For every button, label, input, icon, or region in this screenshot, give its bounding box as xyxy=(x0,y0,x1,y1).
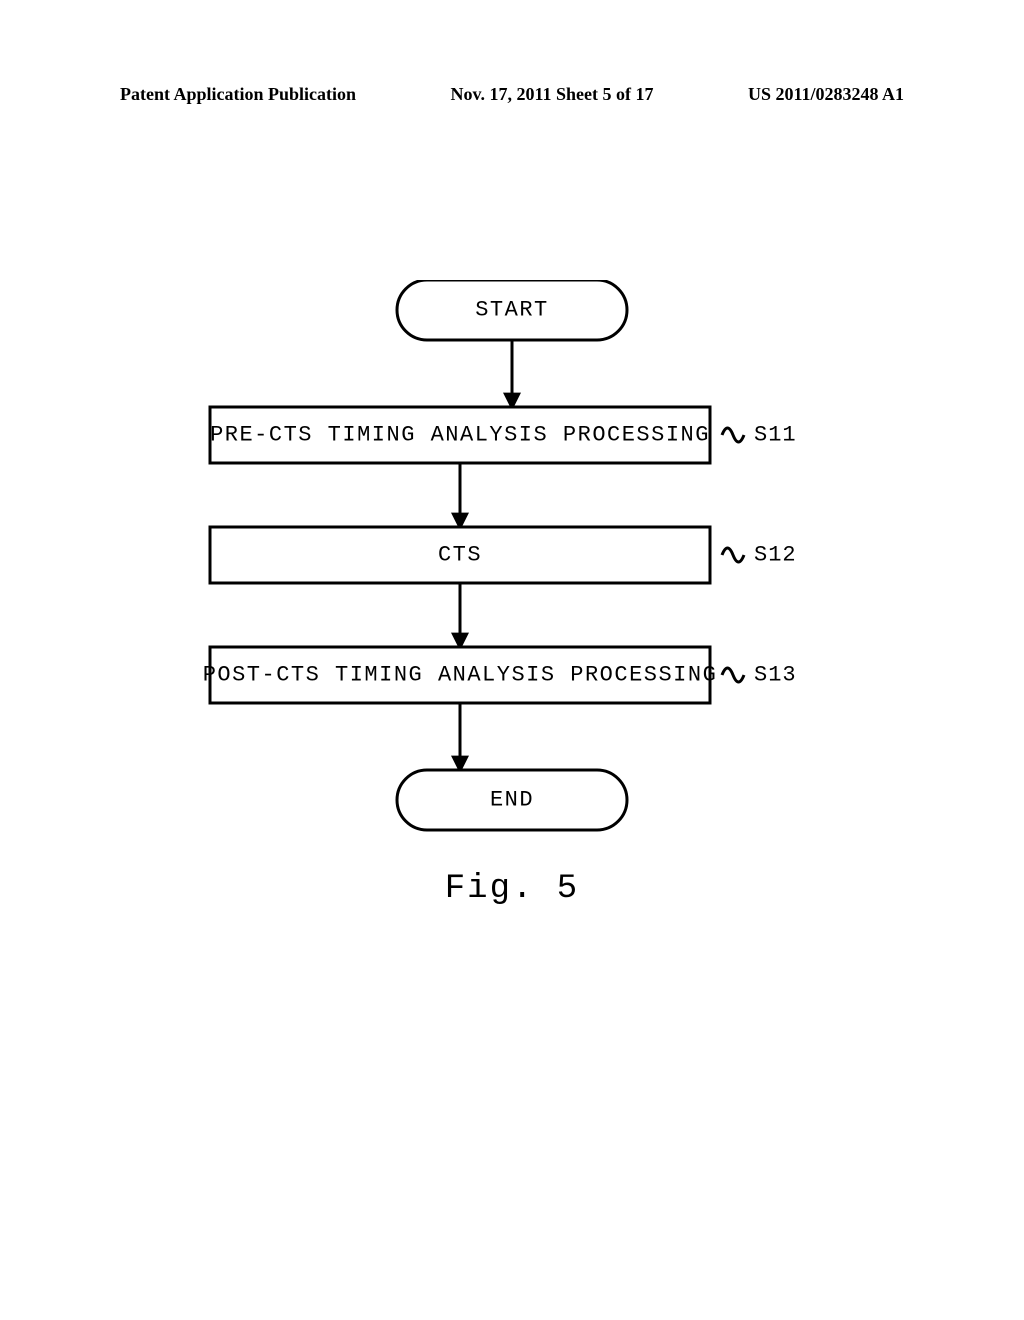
svg-text:PRE-CTS TIMING ANALYSIS PROCES: PRE-CTS TIMING ANALYSIS PROCESSING xyxy=(210,423,710,448)
page-header: Patent Application Publication Nov. 17, … xyxy=(0,84,1024,105)
svg-text:CTS: CTS xyxy=(438,543,482,568)
flowchart-container: START PRE-CTS TIMING ANALYSIS PROCESSING S… xyxy=(0,280,1024,850)
svg-text:S13: S13 xyxy=(754,663,797,688)
svg-text:END: END xyxy=(490,788,534,813)
figure-caption: Fig. 5 xyxy=(0,870,1024,908)
header-left: Patent Application Publication xyxy=(120,84,356,105)
header-mid: Nov. 17, 2011 Sheet 5 of 17 xyxy=(450,84,653,105)
svg-text:POST-CTS TIMING ANALYSIS PROCE: POST-CTS TIMING ANALYSIS PROCESSING xyxy=(203,663,718,688)
svg-text:S11: S11 xyxy=(754,423,797,448)
header-right: US 2011/0283248 A1 xyxy=(748,84,904,105)
svg-text:START: START xyxy=(475,298,549,323)
flowchart-svg: START PRE-CTS TIMING ANALYSIS PROCESSING S… xyxy=(0,280,1024,850)
svg-text:S12: S12 xyxy=(754,543,797,568)
